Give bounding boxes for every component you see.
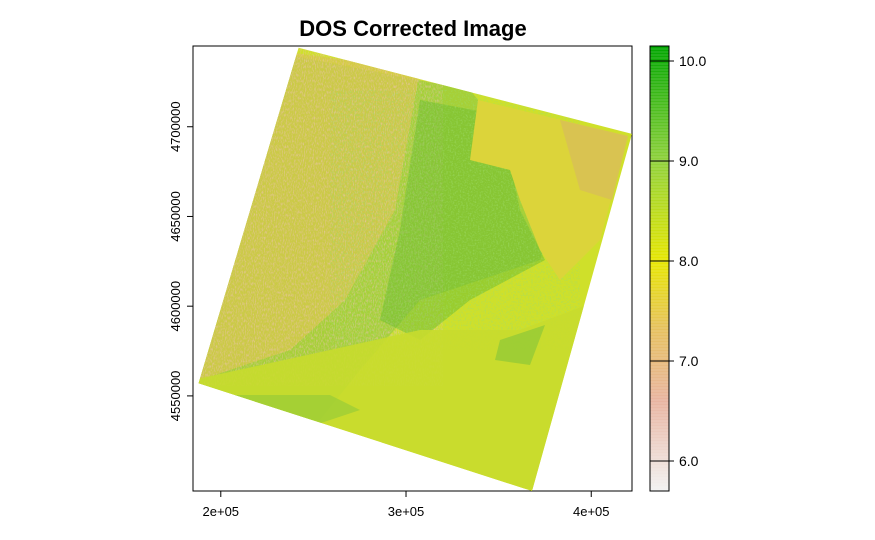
chart-title: DOS Corrected Image (299, 16, 526, 41)
raster-image (198, 47, 632, 491)
raster-south-fork (495, 325, 545, 365)
x-axis: 2e+05 3e+05 4e+05 (203, 491, 610, 519)
raster-bay-east (560, 120, 628, 200)
colorbar-tick-label: 8.0 (679, 253, 699, 269)
colorbar-tick-label: 10.0 (679, 53, 706, 69)
x-tick-label: 2e+05 (203, 504, 240, 519)
y-tick-label: 4650000 (168, 191, 183, 242)
plot-frame (192, 45, 633, 492)
colorbar: 6.0 7.0 8.0 9.0 10.0 (649, 45, 706, 492)
colorbar-tick-label: 7.0 (679, 353, 699, 369)
colorbar-fill (650, 46, 669, 491)
colorbar-tick-label: 9.0 (679, 153, 699, 169)
y-tick-label: 4600000 (168, 281, 183, 332)
colorbar-ticks: 6.0 7.0 8.0 9.0 10.0 (650, 53, 706, 469)
raster-south-shore (230, 395, 360, 430)
y-tick-label: 4550000 (168, 371, 183, 422)
x-tick-label: 4e+05 (573, 504, 610, 519)
colorbar-frame (649, 45, 670, 492)
y-axis: 4550000 4600000 4650000 4700000 (168, 101, 193, 421)
colorbar-tick-label: 6.0 (679, 453, 699, 469)
x-tick-label: 3e+05 (388, 504, 425, 519)
y-tick-label: 4700000 (168, 101, 183, 152)
colorbar-stripes (650, 48, 669, 491)
